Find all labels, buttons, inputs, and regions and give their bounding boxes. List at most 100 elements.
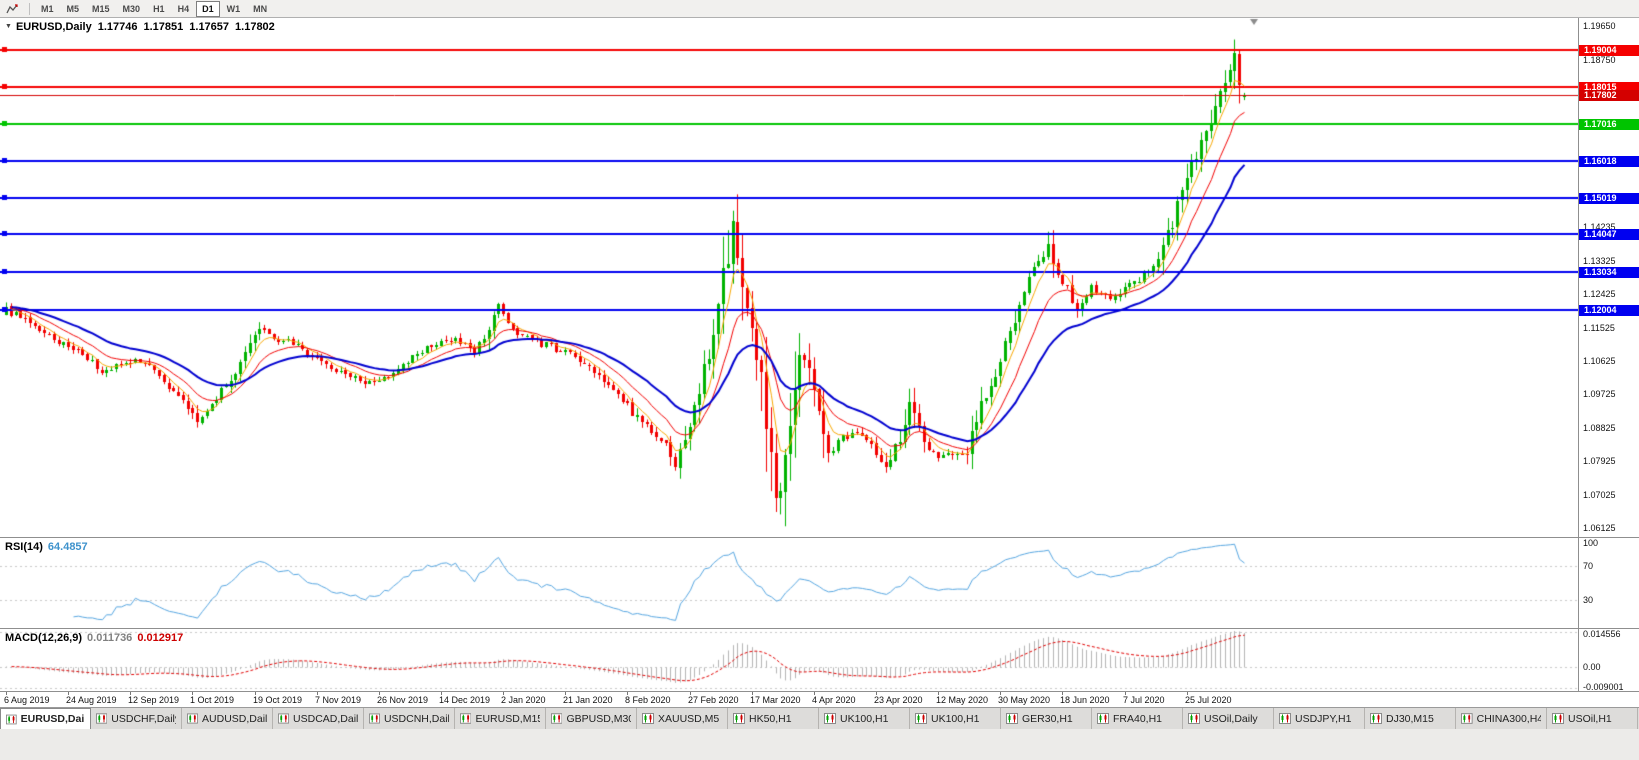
date-label: 27 Feb 2020 [688, 695, 739, 705]
level-price-badge: 1.13034 [1579, 266, 1639, 278]
tab-chart-icon [733, 713, 745, 724]
chart-tab-eurusd-m15[interactable]: EURUSD,M15 [455, 708, 546, 729]
chart-low-value: 1.17657 [189, 21, 230, 33]
level-price-badge: 1.15019 [1579, 192, 1639, 204]
date-tick [752, 692, 753, 695]
timeframe-button-d1[interactable]: D1 [196, 0, 220, 17]
bottom-filler [0, 729, 1639, 760]
price-tick: 1.11525 [1583, 322, 1615, 333]
chart-tab-fra40-h1[interactable]: FRA40,H1 [1092, 708, 1183, 729]
chart-tab-audusd-daily[interactable]: AUDUSD,Daily [182, 708, 273, 729]
date-label: 25 Jul 2020 [1185, 695, 1232, 705]
chart-tab-dj30-m15[interactable]: DJ30,M15 [1365, 708, 1456, 729]
price-axis[interactable]: 1.19650 1.18750 1.14235 1.13325 1.12425 1.115… [1578, 18, 1639, 537]
tab-label: USDJPY,H1 [1295, 712, 1352, 725]
tab-chart-icon [6, 714, 17, 724]
date-label: 18 Jun 2020 [1060, 695, 1110, 705]
tab-label: CHINA300,H4 [1476, 712, 1541, 725]
tab-label: UK100,H1 [840, 712, 889, 725]
date-tick [1000, 692, 1001, 695]
tab-chart-icon [96, 713, 108, 724]
date-label: 8 Feb 2020 [625, 695, 671, 705]
tab-chart-icon [1097, 713, 1109, 724]
date-label: 1 Oct 2019 [190, 695, 235, 705]
chart-tab-usdcad-daily[interactable]: USDCAD,Daily [273, 708, 364, 729]
symbol-dropdown-icon[interactable]: ▼ [5, 23, 12, 30]
date-tick [503, 692, 504, 695]
date-tick [68, 692, 69, 695]
level-price-badge: 1.12004 [1579, 304, 1639, 316]
charts-toolbar-icon[interactable] [3, 2, 23, 16]
chart-tab-usdchf-daily[interactable]: USDCHF,Daily [91, 708, 182, 729]
tab-label: EURUSD,M15 [475, 712, 540, 725]
rsi-axis[interactable]: 100 70 30 [1578, 538, 1639, 628]
chart-tab-uk100-h1[interactable]: UK100,H1 [819, 708, 910, 729]
date-tick [1125, 692, 1126, 695]
timeframe-button-w1[interactable]: W1 [226, 3, 241, 14]
tab-label: GER30,H1 [1022, 712, 1073, 725]
macd-panel: MACD(12,26,9) 0.011736 0.012917 0.014556 0.… [0, 628, 1639, 691]
rsi-axis-label: 100 [1583, 538, 1599, 548]
timeframe-button-h1[interactable]: H1 [153, 3, 165, 14]
date-tick [565, 692, 566, 695]
tab-label: EURUSD,Daily [20, 713, 85, 725]
date-tick [627, 692, 628, 695]
tab-label: USDCNH,Daily [383, 712, 449, 725]
timeframe-button-mn[interactable]: MN [253, 3, 268, 14]
tab-label: USOil,Daily [1204, 712, 1258, 725]
tab-label: USOil,H1 [1568, 712, 1612, 725]
tab-chart-icon [1370, 713, 1382, 724]
price-tick: 1.06125 [1583, 522, 1616, 533]
price-tick: 1.10625 [1583, 355, 1616, 366]
date-tick [1187, 692, 1188, 695]
tab-label: HK50,H1 [749, 712, 792, 725]
date-tick [441, 692, 442, 695]
tab-chart-icon [460, 713, 472, 724]
chart-tab-hk50-h1[interactable]: HK50,H1 [728, 708, 819, 729]
chart-tab-usdcnh-daily[interactable]: USDCNH,Daily [364, 708, 455, 729]
chart-tab-eurusd-daily[interactable]: EURUSD,Daily [0, 708, 91, 729]
macd-axis[interactable]: 0.014556 0.00 -0.009001 [1578, 629, 1639, 691]
rsi-axis-label: 30 [1583, 595, 1594, 606]
toolbar-separator [29, 2, 30, 15]
macd-label: MACD(12,26,9) 0.011736 0.012917 [5, 632, 183, 644]
chart-tab-xauusd-m5[interactable]: XAUUSD,M5 [637, 708, 728, 729]
timeframe-button-m15[interactable]: M15 [92, 3, 110, 14]
chart-tab-gbpusd-m30[interactable]: GBPUSD,M30 [546, 708, 637, 729]
date-label: 7 Jul 2020 [1123, 695, 1165, 705]
tab-chart-icon [1461, 713, 1473, 724]
timeframe-button-m30[interactable]: M30 [122, 3, 141, 14]
tab-chart-icon [1552, 713, 1564, 724]
macd-axis-label: 0.014556 [1583, 629, 1621, 639]
date-axis[interactable]: 6 Aug 2019 24 Aug 2019 12 Sep 2019 1 Oct 20… [0, 691, 1639, 707]
chart-tab-usoil-daily[interactable]: USOil,Daily [1183, 708, 1274, 729]
level-price-badge: 1.19004 [1579, 45, 1639, 57]
current-price-badge: 1.17802 [1579, 89, 1639, 101]
chart-tab-ger30-h1[interactable]: GER30,H1 [1001, 708, 1092, 729]
date-tick [690, 692, 691, 695]
chart-tab-usoil-h1[interactable]: USOil,H1 [1547, 708, 1638, 729]
chart-tab-uk100-h1[interactable]: UK100,H1 [910, 708, 1001, 729]
timeframe-button-m5[interactable]: M5 [66, 3, 80, 14]
macd-main-value: 0.011736 [87, 632, 133, 644]
date-label: 4 Apr 2020 [812, 695, 856, 705]
rsi-canvas[interactable] [0, 538, 1578, 628]
date-label: 21 Jan 2020 [563, 695, 613, 705]
date-label: 12 Sep 2019 [128, 695, 180, 705]
tab-chart-icon [278, 713, 290, 724]
chart-symbol-label: EURUSD,Daily [15, 21, 92, 33]
date-tick [876, 692, 877, 695]
price-tick: 1.18750 [1583, 54, 1616, 65]
timeframe-button-h4[interactable]: H4 [177, 3, 190, 14]
date-tick [6, 692, 7, 695]
date-tick [814, 692, 815, 695]
chart-tab-usdjpy-h1[interactable]: USDJPY,H1 [1274, 708, 1365, 729]
chart-tab-china300-h4[interactable]: CHINA300,H4 [1456, 708, 1547, 729]
date-label: 7 Nov 2019 [315, 695, 362, 705]
price-tick: 1.08825 [1583, 422, 1616, 433]
level-price-badge: 1.18015 [1579, 81, 1639, 93]
macd-canvas[interactable] [0, 629, 1578, 691]
timeframe-button-m1[interactable]: M1 [41, 3, 54, 14]
main-chart-canvas[interactable] [0, 18, 1578, 537]
level-price-badge: 1.16018 [1579, 155, 1639, 167]
